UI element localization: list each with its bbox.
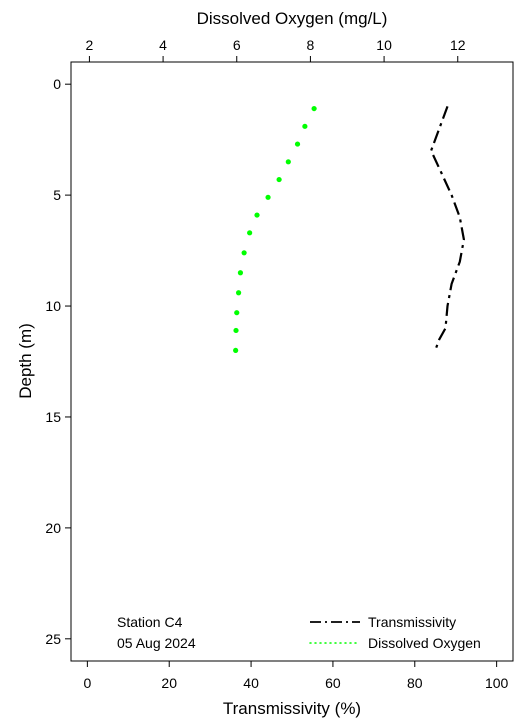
x-tick-label-top: 10 xyxy=(376,37,392,53)
dissolved-oxygen-point xyxy=(235,290,242,296)
bottom-axis: 0 20 40 60 80 100 xyxy=(83,661,509,691)
dissolved-oxygen-point xyxy=(276,176,282,183)
x-tick-label-top: 6 xyxy=(233,37,241,53)
x-tick-label-bottom: 20 xyxy=(161,675,177,691)
y-axis-title: Depth (m) xyxy=(16,323,35,399)
dissolved-oxygen-point xyxy=(241,250,247,256)
x-tick-label-bottom: 60 xyxy=(325,675,341,691)
series-layer xyxy=(233,105,466,354)
legend-label-dissolved-oxygen: Dissolved Oxygen xyxy=(368,635,481,651)
x-tick-label-bottom: 0 xyxy=(83,675,91,691)
y-tick-label: 15 xyxy=(45,409,61,425)
dissolved-oxygen-point xyxy=(265,194,271,200)
annotation-station: Station C4 xyxy=(117,614,183,630)
y-tick-label: 20 xyxy=(45,520,61,536)
dissolved-oxygen-point xyxy=(311,105,317,112)
y-tick-label: 0 xyxy=(53,76,61,92)
x-tick-label-bottom: 100 xyxy=(485,675,509,691)
top-axis-title: Dissolved Oxygen (mg/L) xyxy=(197,9,388,28)
y-tick-label: 25 xyxy=(45,631,61,647)
dissolved-oxygen-point xyxy=(233,327,239,334)
y-tick-label: 5 xyxy=(53,187,61,203)
annotation-date: 05 Aug 2024 xyxy=(117,635,196,651)
dissolved-oxygen-point xyxy=(294,141,301,147)
dissolved-oxygen-point xyxy=(233,347,239,354)
x-tick-label-top: 2 xyxy=(86,37,94,53)
bottom-axis-title: Transmissivity (%) xyxy=(223,699,361,718)
legend: Transmissivity Dissolved Oxygen xyxy=(309,614,481,651)
x-tick-label-bottom: 80 xyxy=(407,675,423,691)
left-axis: 0 5 10 15 20 25 xyxy=(45,76,71,647)
transmissivity-line xyxy=(429,106,466,351)
dissolved-oxygen-point xyxy=(254,212,260,218)
dissolved-oxygen-point xyxy=(302,123,308,129)
x-tick-label-top: 8 xyxy=(307,37,315,53)
dissolved-oxygen-point xyxy=(247,230,253,236)
top-axis: 2 4 6 8 10 12 xyxy=(86,37,466,62)
x-tick-label-bottom: 40 xyxy=(243,675,259,691)
dissolved-oxygen-point xyxy=(285,159,291,165)
legend-label-transmissivity: Transmissivity xyxy=(368,614,456,630)
x-tick-label-top: 4 xyxy=(159,37,167,53)
x-tick-label-top: 12 xyxy=(450,37,466,53)
plot-frame xyxy=(70,61,514,662)
y-tick-label: 10 xyxy=(45,298,61,314)
dissolved-oxygen-point xyxy=(237,270,244,276)
dissolved-oxygen-point xyxy=(234,310,240,316)
